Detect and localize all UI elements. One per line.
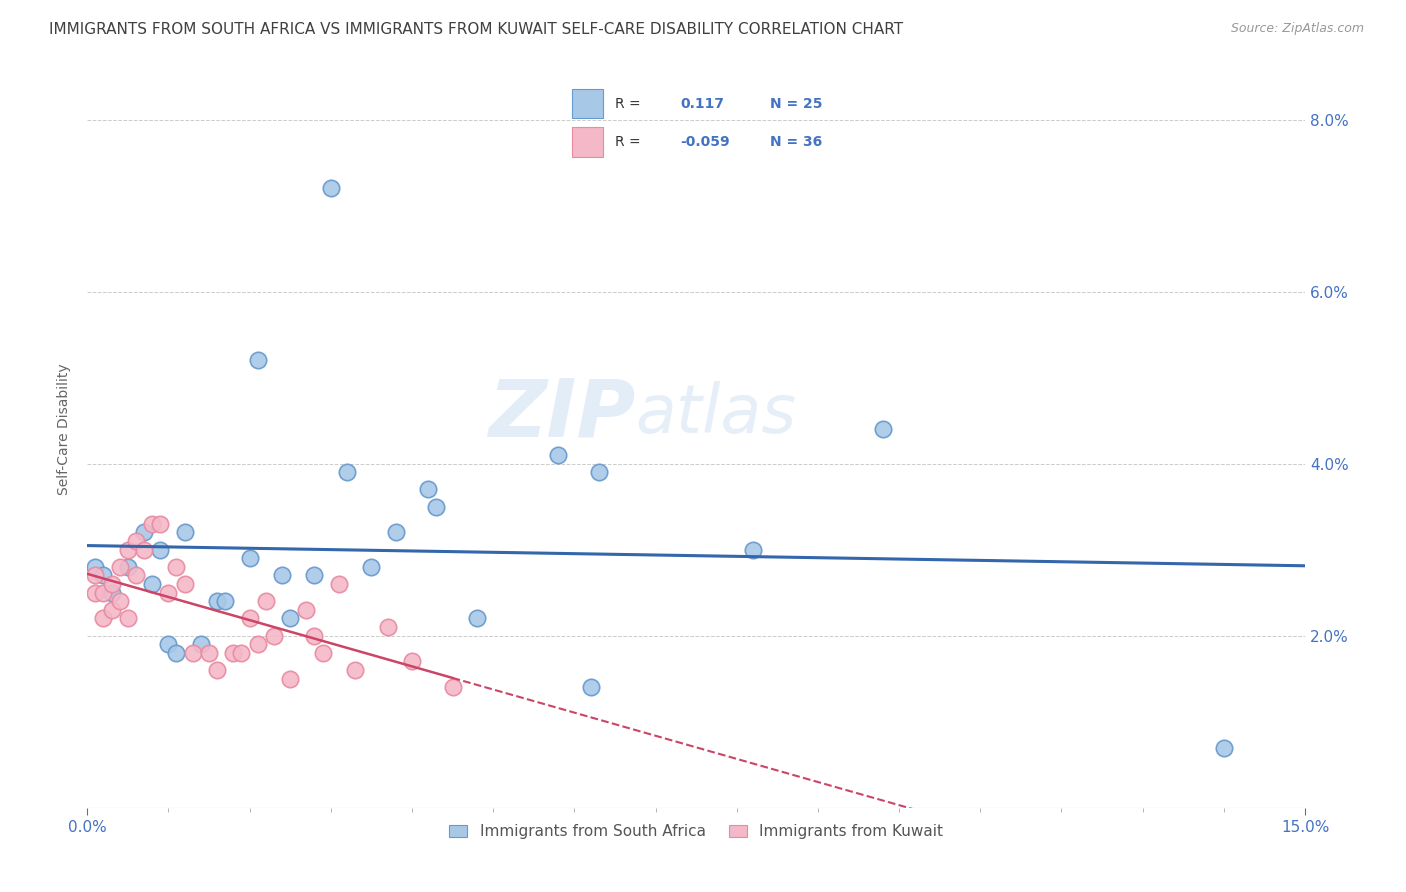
Point xyxy=(100,585,122,599)
Point xyxy=(1212,740,1234,755)
Point xyxy=(465,611,488,625)
Text: R =: R = xyxy=(614,96,641,111)
Point xyxy=(132,525,155,540)
Point xyxy=(304,629,326,643)
Point xyxy=(222,646,245,660)
Point xyxy=(157,637,180,651)
Point xyxy=(872,422,894,436)
Point xyxy=(263,629,285,643)
Point xyxy=(100,603,122,617)
Point xyxy=(100,577,122,591)
Point xyxy=(304,568,326,582)
Point xyxy=(278,611,301,625)
Point xyxy=(231,646,253,660)
Bar xyxy=(572,89,603,119)
Text: R =: R = xyxy=(614,135,641,149)
Point xyxy=(441,681,464,695)
Point xyxy=(117,611,139,625)
Point xyxy=(377,620,399,634)
Point xyxy=(84,585,107,599)
Y-axis label: Self-Care Disability: Self-Care Disability xyxy=(58,363,72,495)
Point xyxy=(238,611,260,625)
Text: Source: ZipAtlas.com: Source: ZipAtlas.com xyxy=(1230,22,1364,36)
Point xyxy=(384,525,406,540)
Point xyxy=(205,594,228,608)
Point xyxy=(93,585,115,599)
Point xyxy=(125,568,148,582)
Point xyxy=(108,594,131,608)
Point xyxy=(311,646,333,660)
Point xyxy=(254,594,277,608)
Point xyxy=(418,483,440,497)
Point xyxy=(173,525,195,540)
Text: N = 36: N = 36 xyxy=(769,135,823,149)
Point xyxy=(125,534,148,549)
Point xyxy=(141,577,163,591)
Point xyxy=(344,663,367,677)
Point xyxy=(84,568,107,582)
Point xyxy=(425,500,447,514)
Bar xyxy=(572,127,603,157)
Point xyxy=(547,448,569,462)
Point xyxy=(295,603,318,617)
Point xyxy=(328,577,350,591)
Point xyxy=(319,181,342,195)
Point xyxy=(157,585,180,599)
Point xyxy=(93,568,115,582)
Point xyxy=(93,611,115,625)
Point xyxy=(149,542,172,557)
Point xyxy=(132,542,155,557)
Point xyxy=(742,542,765,557)
Text: atlas: atlas xyxy=(636,381,796,447)
Text: -0.059: -0.059 xyxy=(681,135,730,149)
Point xyxy=(579,681,602,695)
Point xyxy=(149,516,172,531)
Point xyxy=(117,542,139,557)
Text: IMMIGRANTS FROM SOUTH AFRICA VS IMMIGRANTS FROM KUWAIT SELF-CARE DISABILITY CORR: IMMIGRANTS FROM SOUTH AFRICA VS IMMIGRAN… xyxy=(49,22,903,37)
Point xyxy=(246,637,269,651)
Point xyxy=(117,559,139,574)
Point xyxy=(238,551,260,566)
Point xyxy=(271,568,294,582)
Point xyxy=(588,465,610,479)
Point xyxy=(278,672,301,686)
Text: 0.117: 0.117 xyxy=(681,96,724,111)
Point xyxy=(181,646,204,660)
Point xyxy=(198,646,221,660)
Point xyxy=(214,594,236,608)
Legend: Immigrants from South Africa, Immigrants from Kuwait: Immigrants from South Africa, Immigrants… xyxy=(443,818,949,846)
Point xyxy=(205,663,228,677)
Point xyxy=(336,465,359,479)
Point xyxy=(166,559,188,574)
Point xyxy=(173,577,195,591)
Point xyxy=(190,637,212,651)
Point xyxy=(401,655,423,669)
Point xyxy=(166,646,188,660)
Point xyxy=(108,559,131,574)
Point xyxy=(84,559,107,574)
Text: N = 25: N = 25 xyxy=(769,96,823,111)
Text: ZIP: ZIP xyxy=(488,375,636,453)
Point xyxy=(360,559,382,574)
Point xyxy=(246,353,269,368)
Point xyxy=(141,516,163,531)
